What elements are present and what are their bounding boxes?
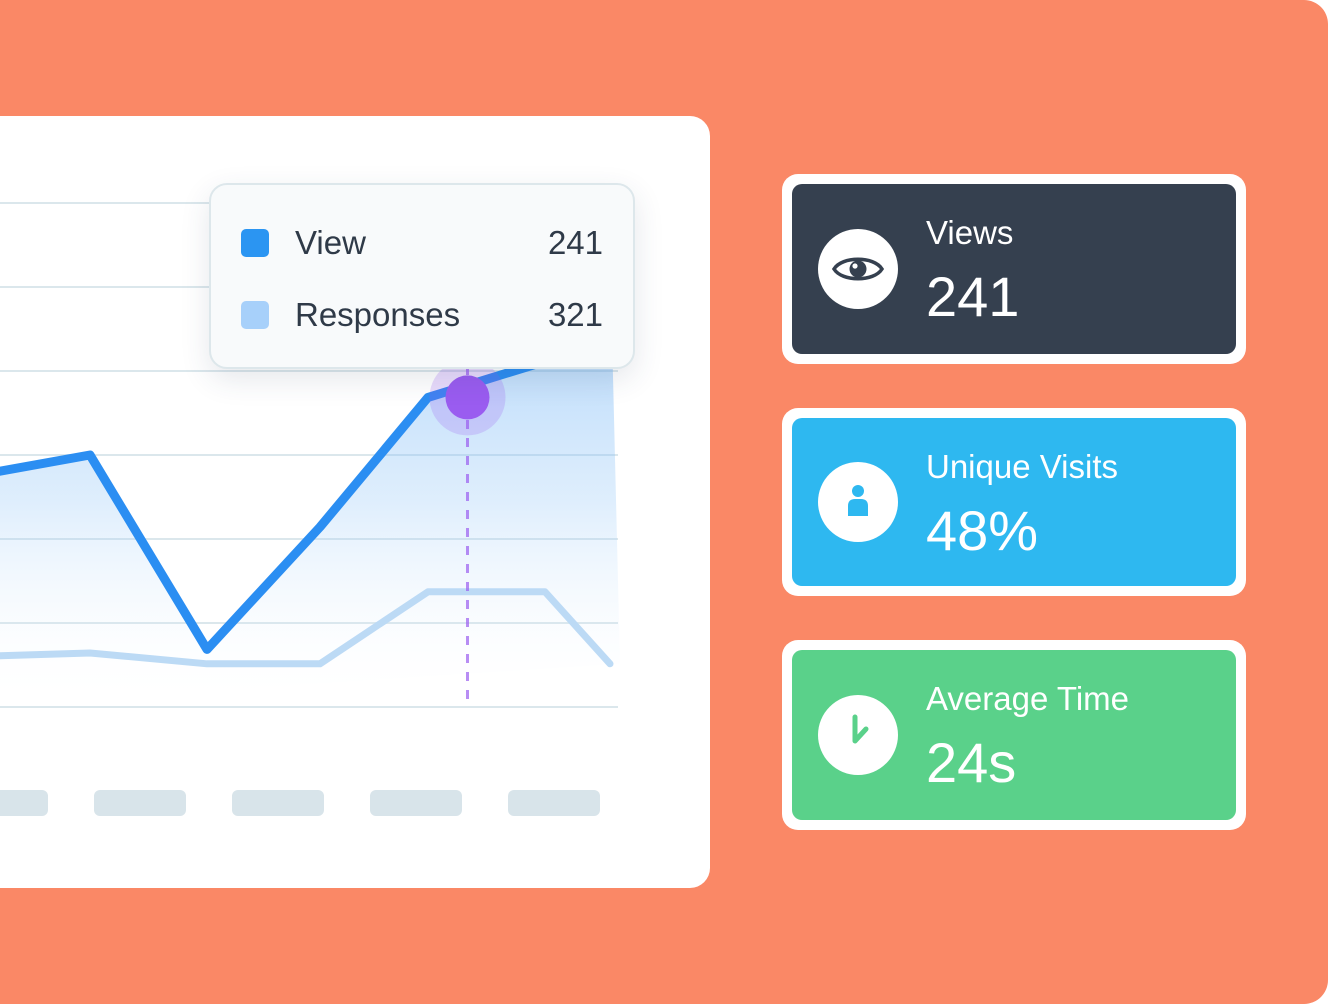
x-tick-placeholder: [232, 790, 324, 816]
x-tick-placeholder: [508, 790, 600, 816]
tooltip-value: 321: [547, 296, 603, 333]
clock-icon: [818, 695, 898, 775]
chart-card: View 241 Responses 321: [0, 116, 710, 888]
tooltip-label: View: [295, 224, 366, 261]
eye-icon: [818, 229, 898, 309]
person-icon: [818, 462, 898, 542]
hover-marker[interactable]: [445, 375, 490, 420]
average-time-stat-panel: Average Time 24s: [792, 650, 1236, 820]
tooltip-row-responses: Responses 321: [241, 295, 603, 335]
stat-value: 241: [926, 265, 1020, 328]
stat-value: 48%: [926, 499, 1039, 562]
average-time-stat-card[interactable]: Average Time 24s: [782, 640, 1246, 830]
x-tick-placeholder: [94, 790, 186, 816]
chart-tooltip: View 241 Responses 321: [209, 183, 635, 369]
tooltip-row-view: View 241: [241, 223, 603, 263]
view-legend-swatch: [241, 229, 269, 257]
views-stat-panel: Views 241: [792, 184, 1236, 354]
tooltip-value: 241: [547, 224, 603, 261]
tooltip-label: Responses: [295, 296, 461, 333]
x-axis-tick-placeholders: [0, 790, 600, 816]
stat-label: Views: [926, 214, 1014, 251]
responses-series-line: [0, 588, 614, 668]
x-tick-placeholder: [0, 790, 48, 816]
stat-value: 24s: [926, 731, 1017, 794]
stat-label: Average Time: [926, 680, 1129, 717]
responses-legend-swatch: [241, 301, 269, 329]
unique-visits-stat-card[interactable]: Unique Visits 48%: [782, 408, 1246, 596]
unique-visits-stat-panel: Unique Visits 48%: [792, 418, 1236, 586]
views-stat-card[interactable]: Views 241: [782, 174, 1246, 364]
line-chart: [0, 202, 620, 816]
stat-label: Unique Visits: [926, 448, 1118, 485]
x-tick-placeholder: [370, 790, 462, 816]
